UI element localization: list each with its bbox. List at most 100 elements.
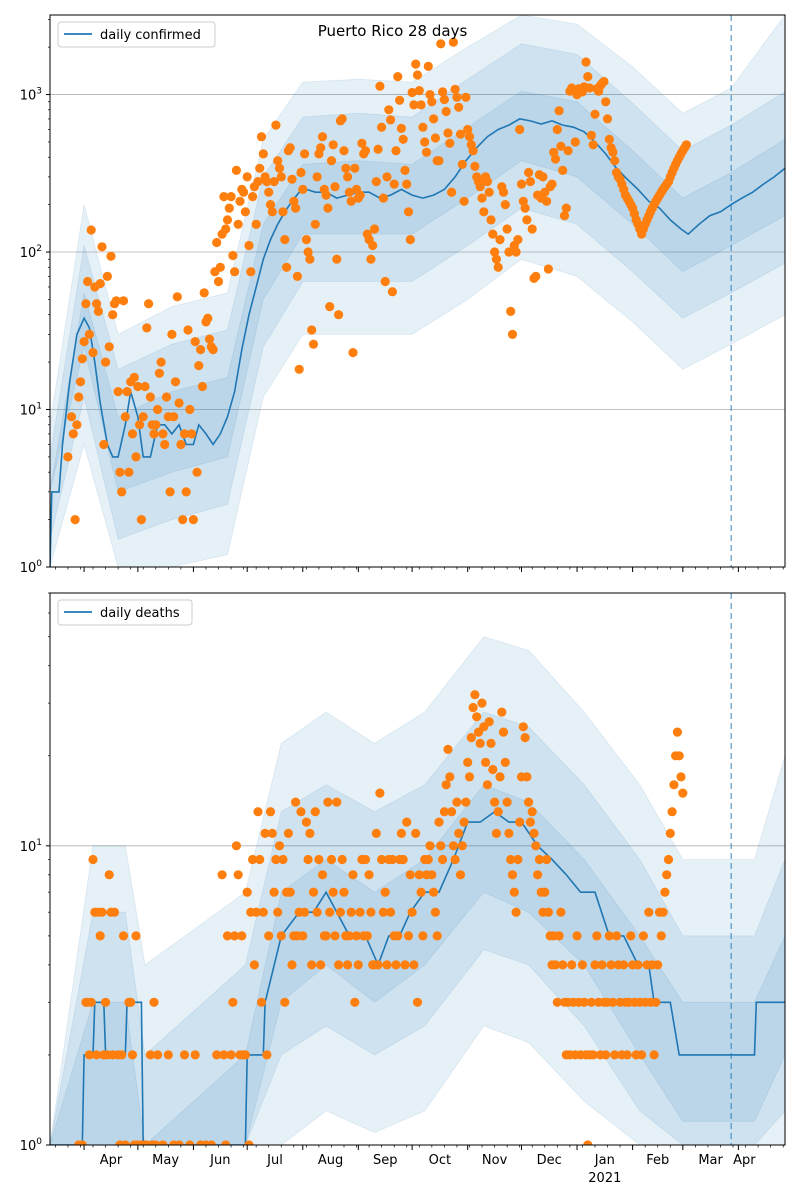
y-tick-base: 10 — [20, 89, 37, 104]
data-point — [504, 828, 514, 839]
data-point — [540, 887, 550, 897]
data-point — [405, 235, 415, 245]
data-point — [248, 854, 258, 865]
data-point — [488, 764, 498, 775]
data-point — [124, 467, 134, 477]
data-point — [81, 299, 91, 309]
data-point — [543, 264, 554, 274]
data-point — [500, 200, 510, 210]
data-point — [402, 179, 412, 189]
data-point — [454, 828, 464, 839]
data-point — [429, 887, 439, 897]
data-point — [653, 960, 663, 970]
x-tick-label: Aug — [318, 1153, 343, 1168]
data-point — [516, 179, 527, 189]
data-point — [357, 138, 367, 148]
data-point — [256, 132, 267, 142]
data-point — [567, 960, 577, 970]
data-point — [310, 807, 320, 817]
data-point — [335, 907, 345, 917]
x-tick-label: Mar — [698, 1153, 723, 1168]
data-point — [602, 114, 613, 124]
data-point — [120, 412, 130, 422]
data-point — [416, 100, 426, 110]
legend-label: daily confirmed — [100, 28, 201, 43]
data-point — [360, 854, 371, 865]
data-point — [117, 1050, 127, 1060]
data-point — [237, 931, 247, 941]
data-point — [403, 931, 414, 941]
data-point — [525, 177, 536, 187]
data-point — [434, 156, 444, 166]
data-point — [585, 83, 595, 93]
data-point — [479, 207, 489, 217]
data-point — [472, 712, 482, 722]
data-point — [339, 146, 349, 156]
data-point — [222, 931, 233, 941]
y-tick-label: 101 — [20, 402, 42, 419]
data-point — [95, 279, 105, 289]
data-point — [382, 960, 392, 970]
data-point — [454, 102, 464, 112]
y-tick-base: 10 — [20, 840, 37, 855]
data-point — [341, 163, 351, 173]
data-point — [285, 887, 295, 897]
data-point — [101, 997, 111, 1007]
data-point — [588, 140, 598, 150]
data-point — [393, 931, 403, 941]
data-point — [400, 165, 410, 175]
x-tick-label: Oct — [429, 1153, 451, 1168]
data-point — [224, 203, 234, 213]
data-point — [233, 870, 243, 880]
data-point — [120, 1140, 130, 1145]
data-point — [131, 452, 141, 462]
data-point — [291, 203, 301, 213]
data-point — [244, 1140, 254, 1145]
data-point — [235, 196, 245, 206]
data-point — [273, 156, 283, 166]
data-point — [387, 287, 397, 297]
data-point — [402, 817, 412, 827]
data-point — [360, 146, 371, 156]
data-point — [420, 137, 430, 147]
data-point — [518, 722, 528, 732]
x-tick-label: Jan — [594, 1153, 615, 1168]
data-point — [99, 439, 109, 450]
data-point — [161, 392, 172, 402]
data-point — [398, 134, 408, 144]
data-point — [441, 106, 451, 117]
data-point — [255, 163, 265, 173]
data-point — [543, 907, 554, 917]
data-point — [658, 907, 668, 917]
data-point — [375, 81, 385, 91]
data-point — [606, 960, 616, 970]
data-point — [188, 515, 198, 525]
data-point — [559, 211, 570, 221]
legend-label: daily deaths — [100, 606, 180, 621]
data-point — [115, 467, 125, 477]
data-point — [74, 392, 84, 402]
data-point — [443, 128, 453, 138]
data-point — [411, 59, 421, 69]
data-point — [439, 807, 449, 817]
data-point — [348, 348, 358, 358]
data-point — [455, 870, 466, 880]
data-point — [256, 997, 267, 1007]
data-point — [109, 907, 120, 917]
data-point — [280, 997, 290, 1007]
data-point — [79, 337, 89, 347]
data-point — [145, 392, 155, 402]
x-tick-label: Dec — [537, 1153, 562, 1168]
data-point — [226, 192, 236, 202]
data-point — [84, 329, 94, 339]
data-point — [513, 235, 523, 245]
data-point — [183, 325, 193, 335]
data-point — [450, 854, 460, 865]
data-point — [185, 404, 195, 415]
uncertainty-band — [50, 711, 785, 1145]
data-point — [386, 115, 396, 125]
data-point — [305, 254, 315, 264]
data-point — [343, 172, 353, 182]
data-point — [300, 149, 310, 159]
data-point — [377, 854, 387, 865]
